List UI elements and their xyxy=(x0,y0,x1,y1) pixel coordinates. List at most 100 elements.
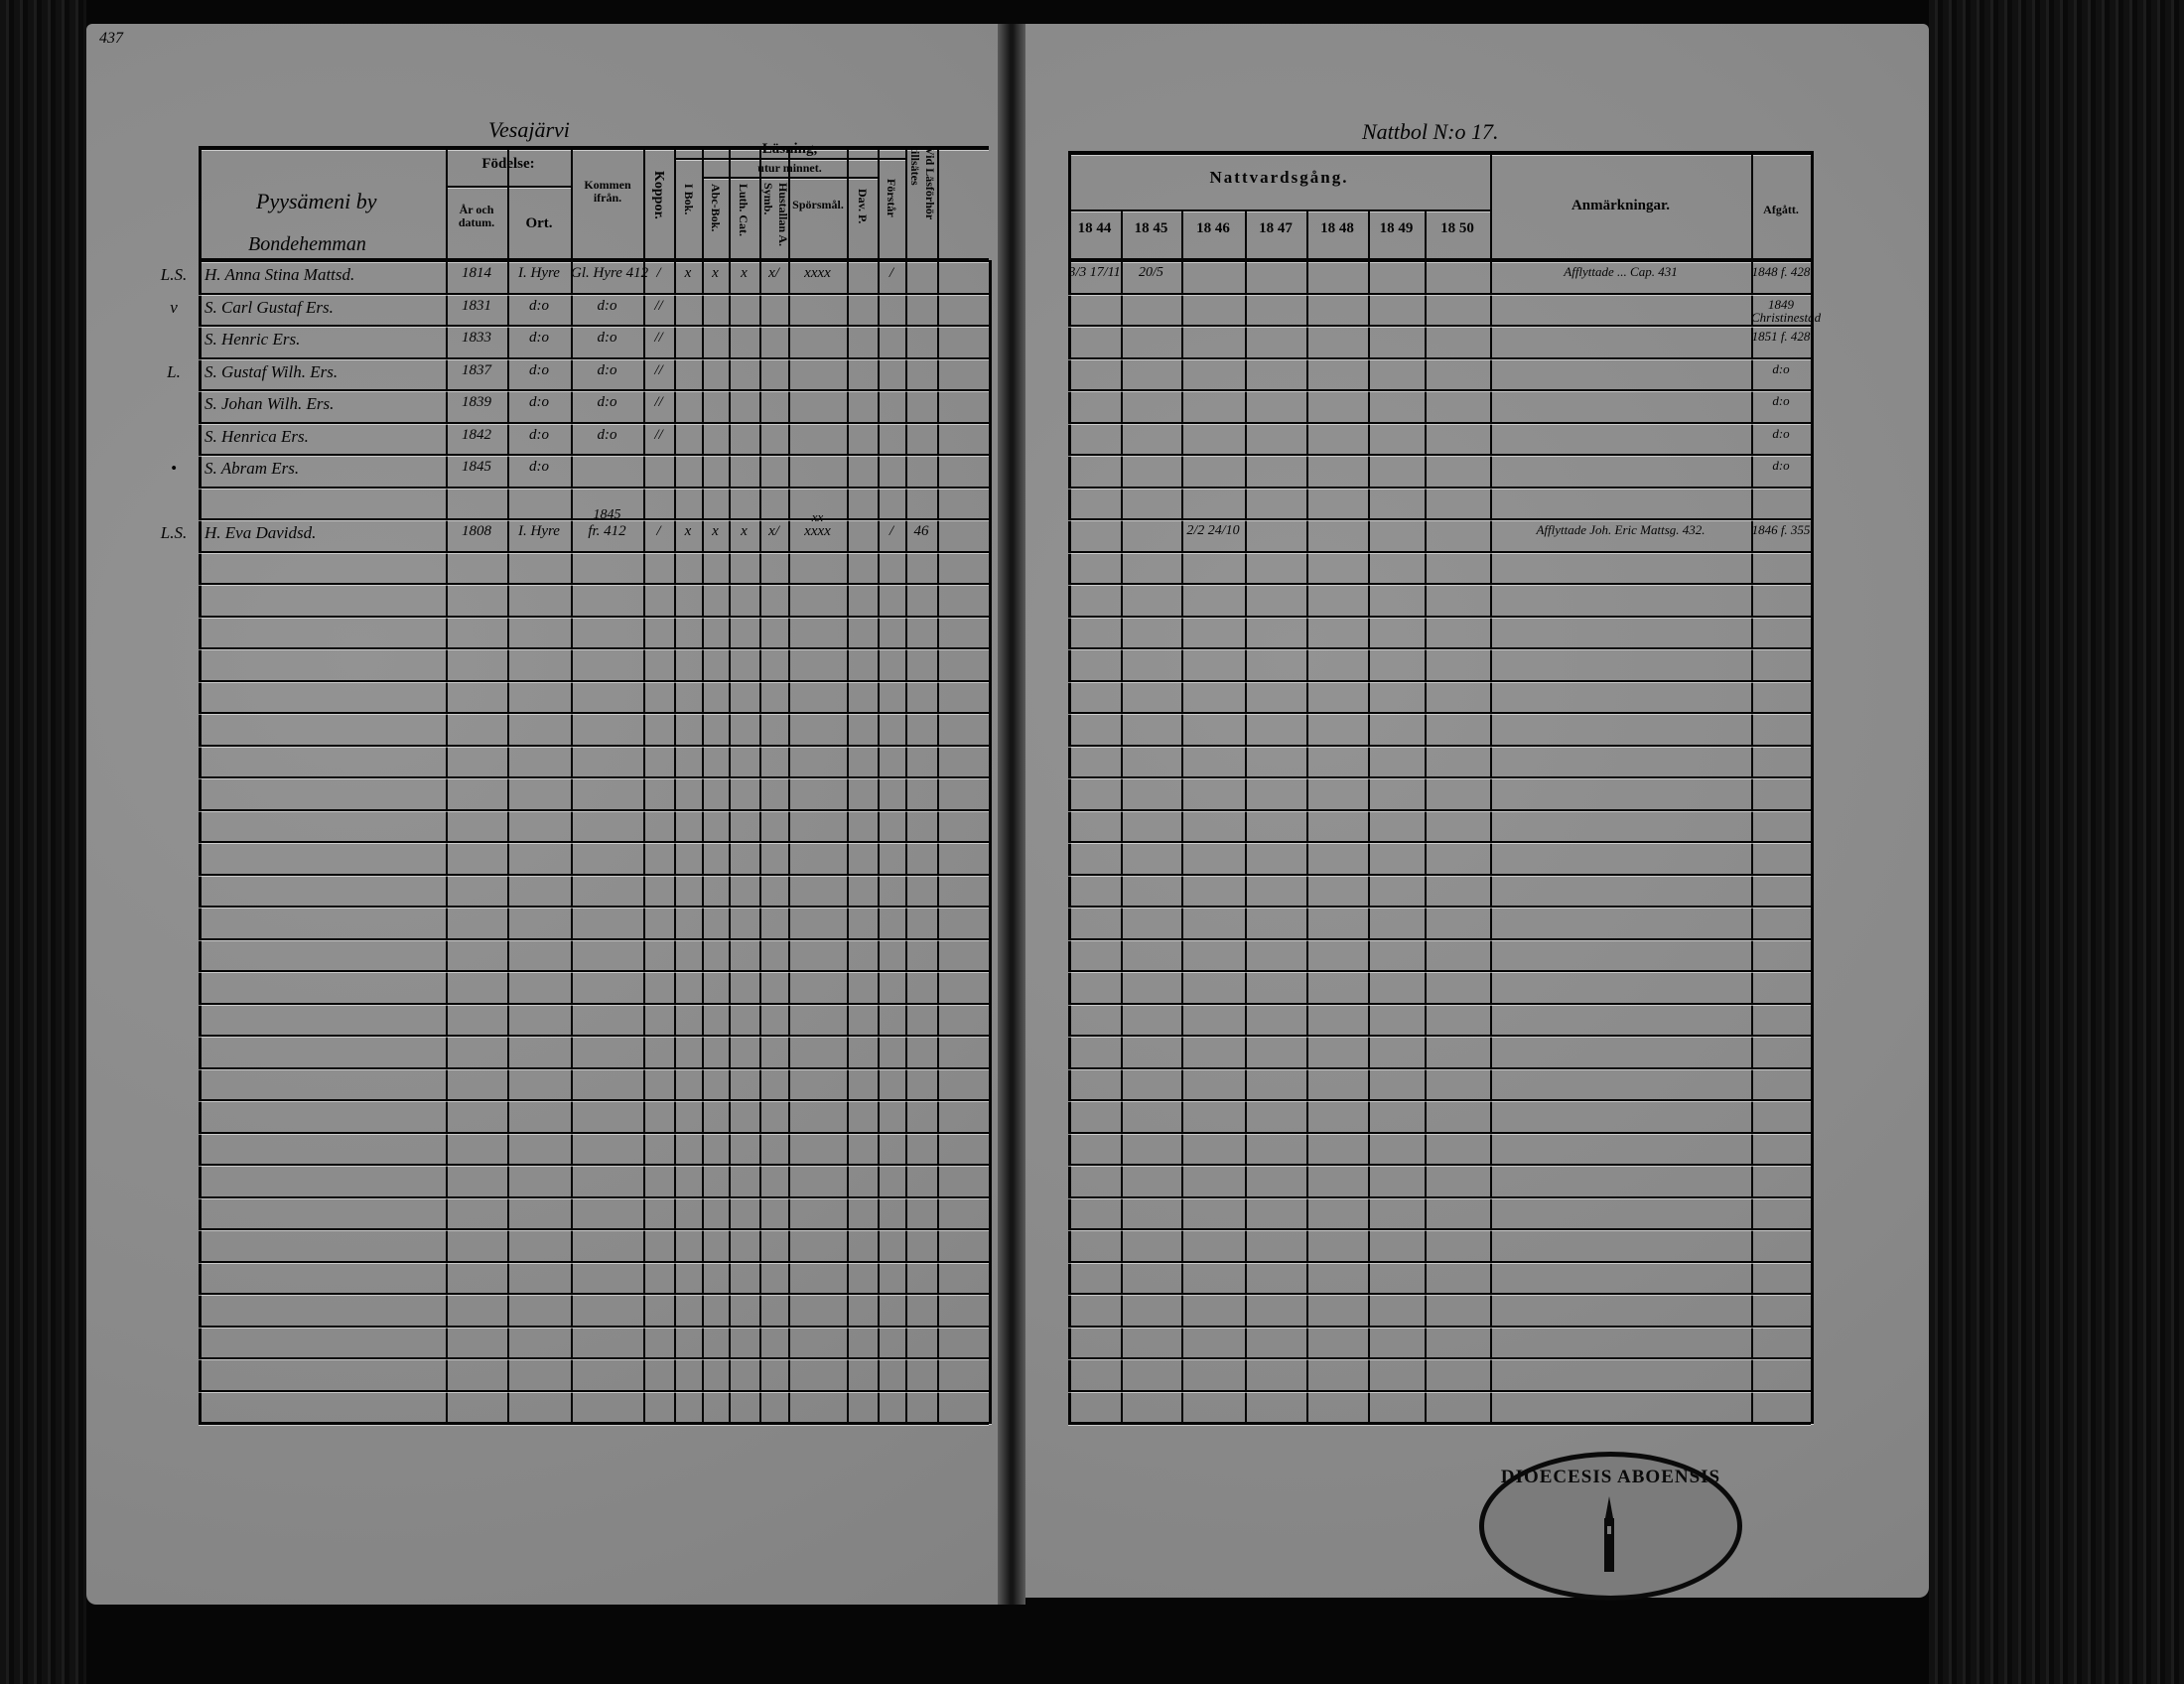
left-row-rule xyxy=(199,454,989,456)
cell-hustallan: x/ xyxy=(768,265,779,281)
header-abc-bok: Abc-Bok. xyxy=(709,184,723,232)
left-row-rule xyxy=(199,1002,989,1005)
left-row-rule xyxy=(199,937,989,940)
cell-i-bok: x xyxy=(684,523,692,539)
cell-ort: I. Hyre xyxy=(518,265,560,281)
cell-date: 1831 xyxy=(462,297,491,314)
left-row-rule xyxy=(199,1195,989,1198)
left-header-bottom-rule xyxy=(199,258,989,262)
right-row-rule xyxy=(1068,1293,1811,1295)
cell-koppor: / xyxy=(656,265,661,281)
cell-ort: d:o xyxy=(529,394,549,410)
page-number: 437 xyxy=(99,30,123,47)
cell-date: 1833 xyxy=(462,330,491,346)
right-row-rule xyxy=(1068,486,1811,489)
cell-abc-bok: x xyxy=(712,523,719,539)
left-row-rule xyxy=(199,679,989,682)
cell-koppor: // xyxy=(654,330,663,346)
cell-name: S. Gustaf Wilh. Ers. xyxy=(205,361,339,381)
row-margin-note: L.S. xyxy=(160,265,188,284)
right-row-rule xyxy=(1068,518,1811,520)
cell-afgatt: d:o xyxy=(1772,425,1790,441)
cell-afgatt: d:o xyxy=(1772,393,1790,408)
cell-afgatt: 1851 f. 428 xyxy=(1751,329,1811,344)
diocese-stamp: DIOECESIS ABOENSIS xyxy=(1479,1452,1742,1601)
left-column-rule xyxy=(571,146,573,1424)
left-row-rule xyxy=(199,906,989,908)
cell-afgatt: 1846 f. 355 xyxy=(1751,522,1811,537)
right-row-rule xyxy=(1068,1325,1811,1328)
right-row-rule xyxy=(1068,1131,1811,1134)
scan-edge-left xyxy=(0,0,86,1684)
church-icon xyxy=(1604,1496,1614,1572)
cell-date: 1808 xyxy=(462,523,491,539)
left-row-rule xyxy=(199,712,989,714)
left-row-rule xyxy=(199,486,989,489)
left-row-rule xyxy=(199,1066,989,1069)
right-row-rule xyxy=(1068,679,1811,682)
right-column-rule xyxy=(1306,210,1308,1424)
header-dav-p: Dav. P. xyxy=(856,189,870,224)
row-margin-note: L.S. xyxy=(160,523,188,542)
left-row-rule xyxy=(199,583,989,585)
header-year-1846: 18 46 xyxy=(1196,220,1230,236)
cell-name: H. Eva Davidsd. xyxy=(205,523,317,542)
left-column-rule xyxy=(702,146,704,1424)
header-anmarkningar: Anmärkningar. xyxy=(1570,198,1671,213)
right-row-rule xyxy=(1068,744,1811,747)
left-row-rule xyxy=(199,1131,989,1134)
cell-kommen: d:o xyxy=(597,330,617,346)
village-heading: Vesajärvi xyxy=(488,117,570,142)
cell-ort: d:o xyxy=(529,330,549,346)
header-name-line2: Bondehemman xyxy=(248,233,366,255)
left-row-rule xyxy=(199,615,989,618)
cell-forstar: / xyxy=(888,265,894,281)
left-row-rule xyxy=(199,1293,989,1295)
header-ar-och-datum: År och datum. xyxy=(458,203,495,229)
right-column-rule xyxy=(1181,210,1183,1424)
left-column-rule xyxy=(937,146,939,1424)
cell-y1845: 20/5 xyxy=(1139,265,1163,280)
cell-kommen: d:o xyxy=(597,394,617,410)
left-row-rule xyxy=(199,1325,989,1328)
right-column-rule xyxy=(1068,151,1071,1424)
right-row-rule xyxy=(1068,1422,1811,1425)
cell-date: 1845 xyxy=(462,459,491,475)
right-column-rule xyxy=(1121,210,1123,1424)
cell-afgatt: 1849 Christinestad xyxy=(1751,296,1822,325)
header-year-1848: 18 48 xyxy=(1320,220,1354,236)
right-row-rule xyxy=(1068,1389,1811,1392)
cell-sporsmal: xxxx xyxy=(804,523,831,539)
right-row-rule xyxy=(1068,776,1811,778)
cell-date: 1837 xyxy=(462,361,491,378)
right-column-rule xyxy=(1368,210,1370,1424)
right-column-rule xyxy=(1811,151,1814,1424)
cell-ort: d:o xyxy=(529,459,549,475)
left-row-rule xyxy=(199,1260,989,1263)
left-column-rule xyxy=(878,146,880,1424)
right-table-top-rule xyxy=(1068,151,1811,155)
left-column-rule xyxy=(446,146,448,1424)
left-column-rule xyxy=(847,146,849,1424)
left-row-rule xyxy=(199,873,989,876)
cell-y1846: 2/2 24/10 xyxy=(1186,523,1240,538)
header-koppor: Koppor. xyxy=(651,171,666,219)
left-row-rule xyxy=(199,1389,989,1392)
cell-sporsmal: xxxx xyxy=(804,265,831,281)
left-row-rule xyxy=(199,325,989,327)
cell-name: S. Carl Gustaf Ers. xyxy=(205,297,334,317)
right-row-rule xyxy=(1068,1066,1811,1069)
header-year-1850: 18 50 xyxy=(1440,220,1474,236)
right-row-rule xyxy=(1068,1099,1811,1101)
right-row-rule xyxy=(1068,615,1811,618)
header-vid-lasforhor: Vid Läsförhör tillsätes xyxy=(908,147,937,220)
left-row-rule xyxy=(199,776,989,778)
cell-abc-bok: x xyxy=(712,265,719,281)
cell-i-bok: x xyxy=(684,265,692,281)
cell-ort: I. Hyre xyxy=(518,523,560,539)
header-lasning: Läsning, xyxy=(761,141,818,157)
cell-koppor: // xyxy=(654,426,663,443)
cell-kommen: d:o xyxy=(597,297,617,314)
right-row-rule xyxy=(1068,808,1811,811)
cell-kommen-year: 1845 xyxy=(593,507,621,522)
